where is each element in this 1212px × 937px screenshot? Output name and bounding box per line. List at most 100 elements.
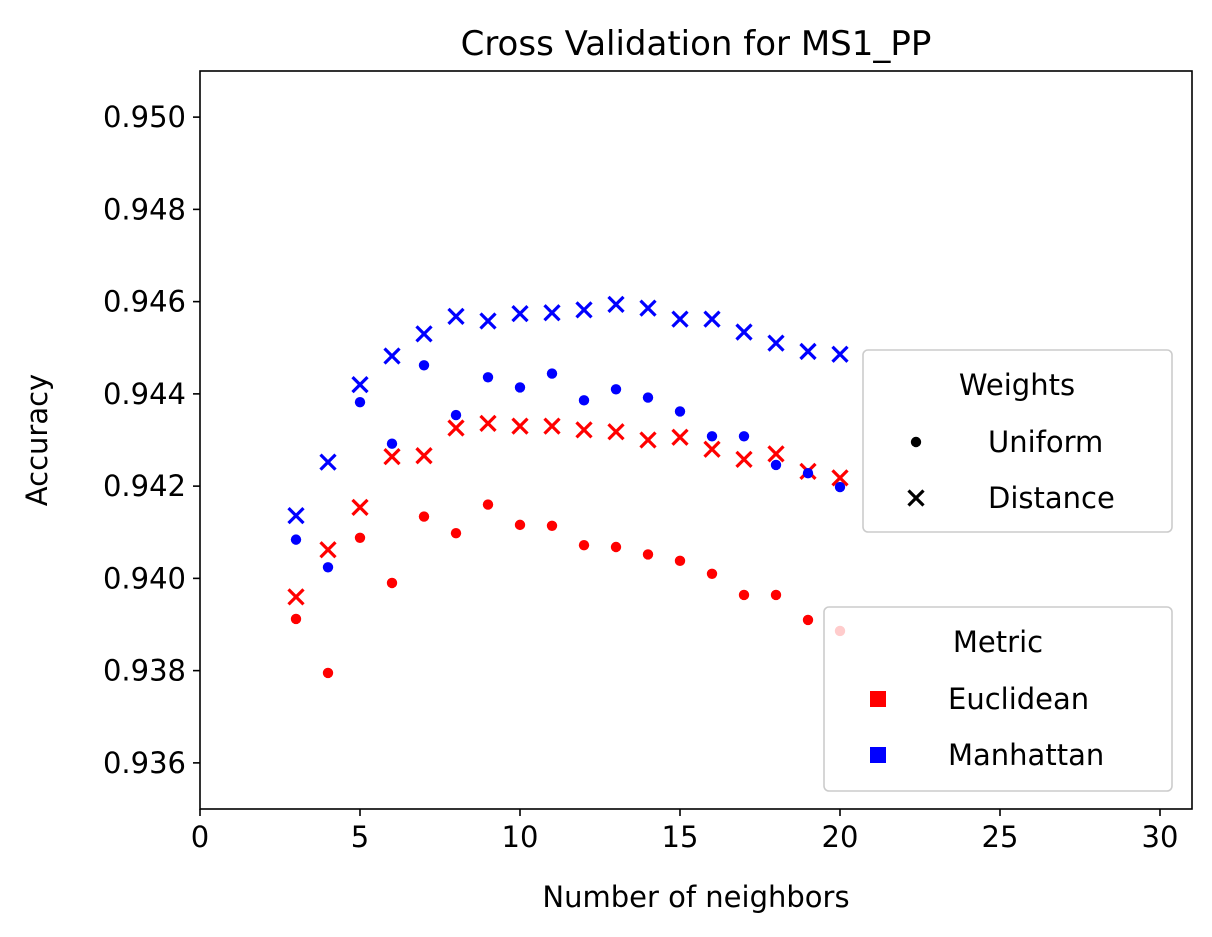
legend-metric: Metric Euclidean Manhattan (823, 606, 1173, 792)
point-euclidean-distance (735, 450, 753, 469)
point-manhattan-uniform (546, 368, 558, 379)
y-tick-label: 0.940 (103, 561, 186, 595)
x-tick-label: 10 (502, 820, 539, 854)
y-tick-label: 0.944 (103, 377, 186, 411)
legend-entry-distance: Distance (907, 481, 1115, 515)
x-axis-label: Number of neighbors (542, 880, 849, 914)
legend-label-distance: Distance (988, 481, 1115, 515)
point-manhattan-distance (799, 342, 817, 361)
point-euclidean-uniform (706, 568, 718, 579)
point-manhattan-distance (575, 301, 593, 319)
point-manhattan-distance (383, 347, 401, 365)
y-tick-label: 0.948 (103, 192, 186, 226)
point-manhattan-distance (447, 307, 465, 326)
point-manhattan-distance (543, 304, 561, 322)
series-manhattan-distance (287, 295, 849, 525)
point-manhattan-distance (703, 310, 721, 328)
legend-marker-manhattan (870, 747, 886, 763)
point-manhattan-uniform (386, 438, 398, 449)
point-euclidean-uniform (546, 520, 558, 531)
point-manhattan-uniform (706, 431, 718, 442)
point-manhattan-uniform (354, 396, 366, 408)
point-manhattan-uniform (322, 562, 334, 573)
point-manhattan-uniform (770, 459, 782, 471)
point-manhattan-uniform (290, 534, 302, 545)
y-axis-label: Accuracy (20, 374, 54, 506)
point-euclidean-distance (447, 419, 465, 437)
point-euclidean-uniform (386, 577, 398, 589)
plot-area: 0 5 10 15 20 25 30 0.936 0.938 0.940 0.942 0.944 0.9… (103, 70, 1193, 854)
point-euclidean-uniform (802, 614, 814, 626)
point-euclidean-distance (575, 421, 593, 439)
point-manhattan-uniform (514, 382, 526, 393)
series-manhattan-uniform (290, 360, 846, 573)
point-manhattan-uniform (450, 409, 462, 421)
point-euclidean-distance (543, 417, 561, 435)
point-manhattan-distance (319, 453, 337, 471)
legend-frame (862, 349, 1173, 533)
x-tick-label: 0 (191, 820, 209, 854)
point-euclidean-uniform (418, 511, 430, 522)
point-euclidean-uniform (578, 539, 590, 551)
x-tick-label: 30 (1142, 820, 1179, 854)
point-euclidean-uniform (770, 589, 782, 601)
point-euclidean-distance (671, 428, 689, 446)
legend-marker-uniform (910, 436, 922, 448)
legend-label-uniform: Uniform (988, 425, 1103, 459)
legend-title: Weights (959, 368, 1075, 402)
legend-title: Metric (953, 625, 1043, 659)
x-tick-label: 20 (822, 820, 859, 854)
point-manhattan-uniform (802, 468, 814, 479)
point-euclidean-uniform (514, 519, 526, 531)
point-manhattan-distance (671, 310, 689, 328)
point-manhattan-uniform (610, 384, 622, 395)
legend-weights: Weights Uniform Distance (862, 349, 1173, 533)
point-euclidean-distance (351, 498, 369, 516)
x-tick-label: 25 (982, 820, 1019, 854)
chart-title: Cross Validation for MS1_PP (461, 24, 932, 64)
legend-frame (823, 606, 1173, 792)
legend-entry-euclidean: Euclidean (870, 682, 1089, 716)
point-manhattan-distance (415, 325, 433, 343)
point-euclidean-uniform (450, 527, 462, 539)
point-euclidean-distance (831, 469, 849, 487)
x-tick-label: 15 (662, 820, 699, 854)
point-manhattan-distance (351, 376, 369, 394)
point-euclidean-distance (287, 588, 305, 606)
point-manhattan-distance (287, 507, 305, 525)
point-euclidean-distance (479, 414, 497, 433)
point-manhattan-distance (831, 345, 849, 363)
point-manhattan-distance (735, 323, 753, 341)
legend-entry-manhattan: Manhattan (870, 738, 1104, 772)
point-euclidean-uniform (322, 667, 334, 679)
point-euclidean-distance (319, 541, 337, 559)
point-euclidean-uniform (290, 613, 302, 625)
point-euclidean-uniform (738, 589, 750, 601)
point-manhattan-distance (767, 334, 785, 352)
point-manhattan-uniform (418, 360, 430, 371)
point-manhattan-distance (607, 295, 625, 314)
series-euclidean-uniform (290, 499, 846, 679)
point-manhattan-uniform (642, 392, 654, 403)
point-manhattan-uniform (738, 431, 750, 442)
point-euclidean-distance (383, 447, 401, 466)
y-tick-label: 0.936 (103, 746, 186, 780)
point-euclidean-distance (607, 423, 625, 441)
point-manhattan-distance (639, 299, 657, 317)
y-tick-label: 0.942 (103, 469, 186, 503)
legend-label-euclidean: Euclidean (948, 682, 1089, 716)
point-euclidean-distance (703, 440, 721, 458)
point-euclidean-distance (767, 445, 785, 463)
point-euclidean-uniform (482, 499, 494, 510)
y-tick-label: 0.950 (103, 100, 186, 134)
point-manhattan-uniform (674, 406, 686, 417)
y-tick-label: 0.938 (103, 654, 186, 688)
legend-label-manhattan: Manhattan (948, 738, 1104, 772)
point-manhattan-uniform (578, 395, 590, 406)
point-euclidean-uniform (610, 541, 622, 553)
point-euclidean-distance (511, 417, 529, 435)
axes-frame (199, 70, 1193, 810)
point-manhattan-distance (511, 304, 529, 323)
point-manhattan-uniform (482, 372, 494, 383)
